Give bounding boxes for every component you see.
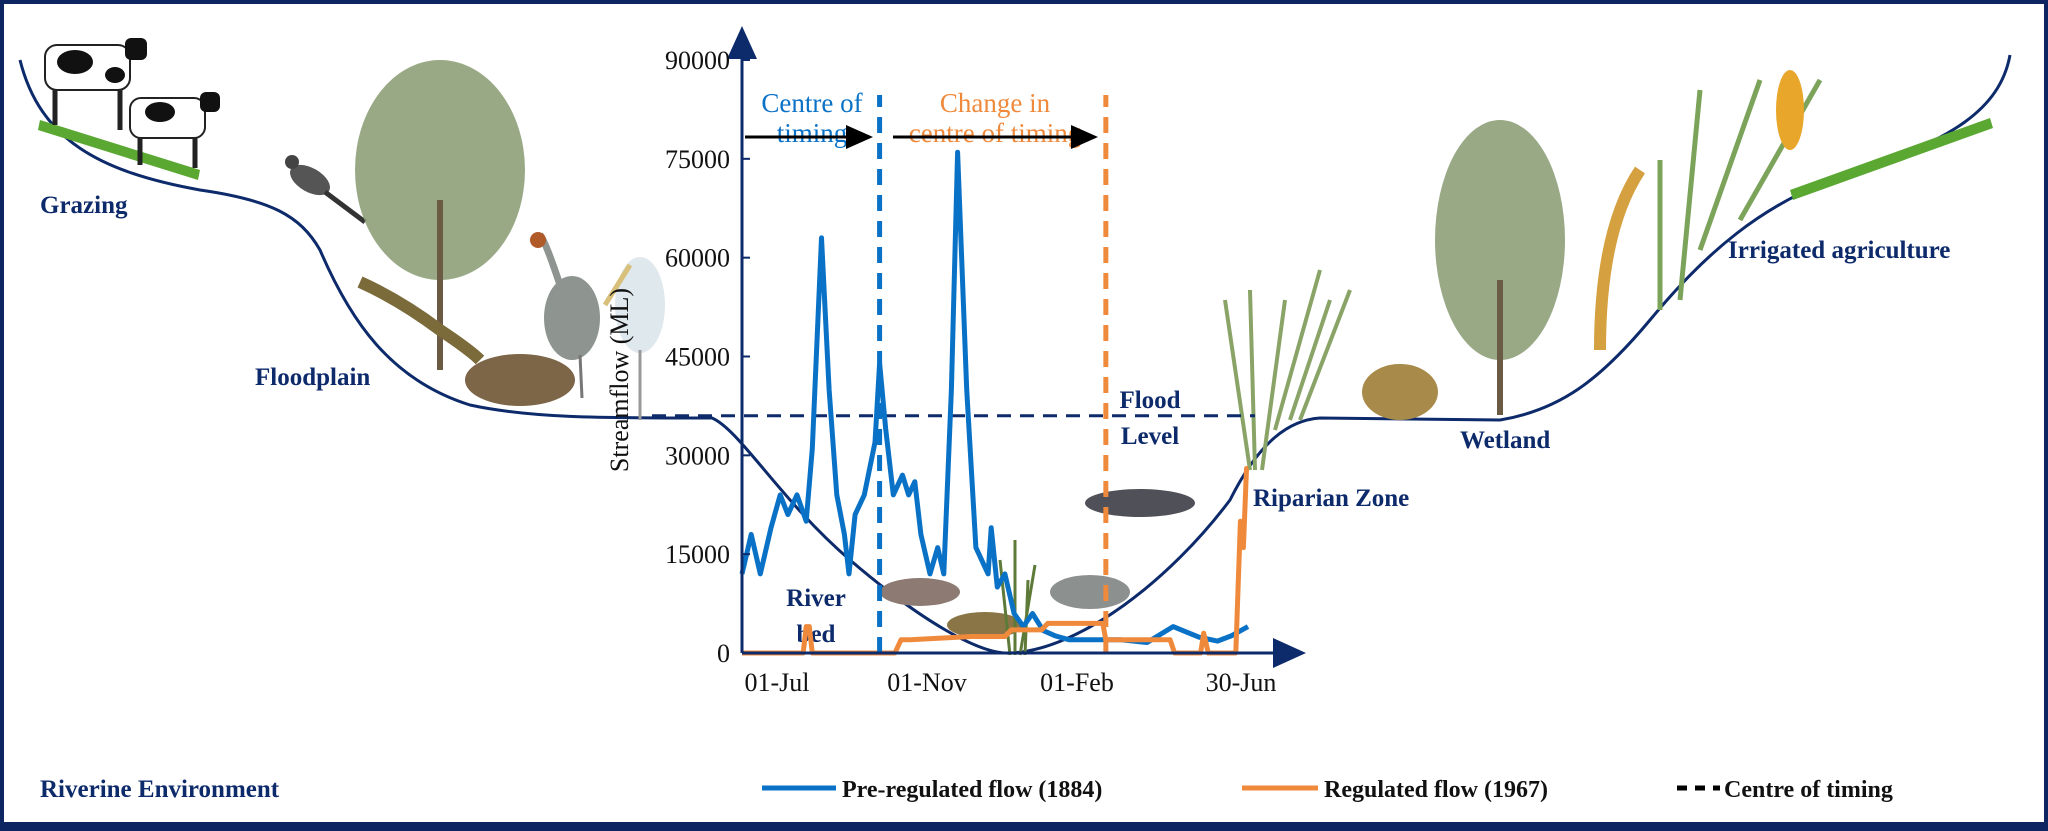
label-grazing: Grazing (40, 192, 128, 219)
label-river-bed-line1: River (786, 585, 846, 612)
y-tick-label: 90000 (665, 46, 730, 75)
cow-icon (44, 38, 147, 130)
goanna-icon (357, 276, 485, 365)
legend-label-centre-of-timing: Centre of timing (1724, 777, 1893, 803)
fish-icon (880, 578, 960, 606)
label-floodplain: Floodplain (255, 364, 370, 391)
catfish-icon (947, 612, 1023, 638)
frog-icon (465, 354, 575, 406)
crane-icon (530, 232, 600, 399)
pre-regulated-flow-line (739, 149, 1250, 645)
wheat-icon (1657, 70, 1823, 310)
y-tick-label: 0 (717, 639, 730, 668)
grass-turf-icon (1790, 118, 1993, 200)
x-tick-label: 30-Jun (1206, 668, 1277, 697)
annotation-centre-of-timing-line2: timing (777, 118, 848, 148)
label-wetland: Wetland (1460, 427, 1550, 454)
label-irrigated-agriculture: Irrigated agriculture (1728, 237, 1950, 264)
y-tick-label: 15000 (665, 540, 730, 569)
annotation-change-centre-line2: centre of timing (909, 118, 1081, 148)
label-riverine-environment: Riverine Environment (40, 776, 280, 803)
frame-bottom-bar (0, 822, 2048, 831)
label-flood-level-line1: Flood (1119, 387, 1180, 414)
legend-label-regulated: Regulated flow (1967) (1324, 777, 1548, 803)
annotation-change-centre-line1: Change in (940, 88, 1051, 118)
y-tick-label: 30000 (665, 441, 730, 470)
x-tick-label: 01-Nov (887, 668, 966, 697)
catfish-icon (1085, 489, 1195, 517)
fish-icon (1050, 575, 1130, 609)
y-tick-label: 45000 (665, 343, 730, 372)
bird-icon (285, 155, 367, 224)
y-axis-label: Streamflow (ML) (605, 288, 634, 472)
y-tick-label: 60000 (665, 244, 730, 273)
x-tick-label: 01-Feb (1040, 668, 1114, 697)
tree-icon (1435, 120, 1565, 415)
reeds-icon (1223, 269, 1352, 471)
x-tick-label: 01-Jul (745, 668, 810, 697)
rice-icon (1594, 166, 1646, 351)
legend: Pre-regulated flow (1884) Regulated flow… (762, 777, 1893, 803)
spoonbill-icon (602, 257, 665, 420)
label-riparian-zone: Riparian Zone (1253, 485, 1409, 512)
annotation-centre-of-timing-line1: Centre of (761, 88, 862, 118)
reeds-icon (998, 540, 1037, 656)
legend-label-pre-regulated: Pre-regulated flow (1884) (842, 777, 1102, 803)
label-flood-level-line2: Level (1121, 423, 1179, 450)
cow-icon (129, 92, 220, 168)
tree-icon (355, 60, 525, 370)
grass-turf-icon (38, 120, 200, 180)
frog-icon (1362, 364, 1438, 420)
y-tick-label: 75000 (665, 145, 730, 174)
streamflow-chart: 0 15000 30000 45000 60000 75000 90000 01-Jul 01… (605, 26, 1306, 697)
